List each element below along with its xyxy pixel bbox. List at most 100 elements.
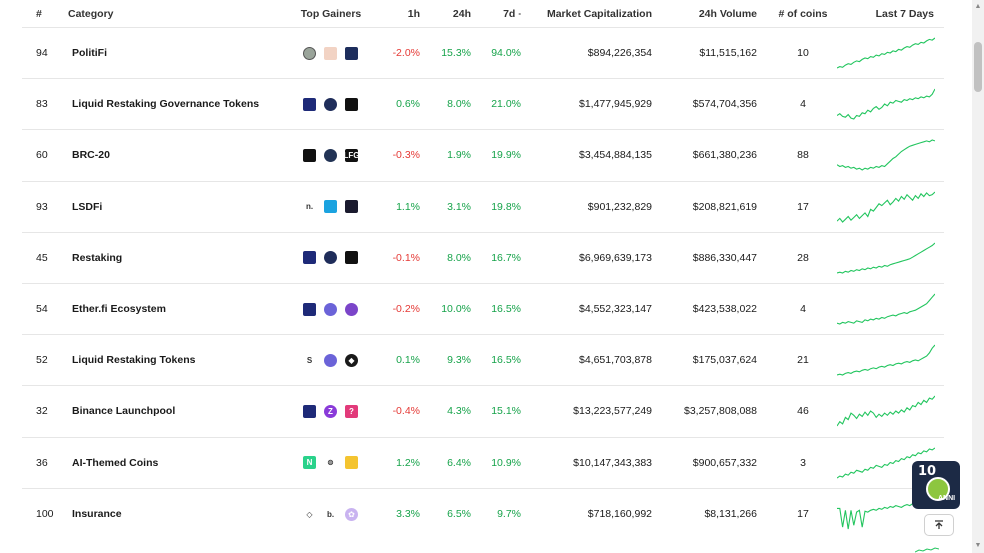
change-24h: 4.3%	[447, 405, 471, 418]
change-24h: 6.4%	[447, 456, 471, 469]
category-link[interactable]: PolitiFi	[72, 47, 107, 60]
diamond-green-coin-icon[interactable]: ◇	[306, 509, 313, 519]
top-gainers: ◇ b. ✿	[303, 489, 403, 540]
category-link[interactable]: Binance Launchpool	[72, 405, 176, 418]
change-24h: 10.0%	[441, 303, 471, 316]
market-cap: $894,226,354	[587, 47, 652, 60]
black-square-coin-icon[interactable]	[345, 251, 358, 265]
scroll-thumb[interactable]	[974, 42, 982, 92]
market-cap: $4,552,323,147	[579, 303, 652, 316]
sparkline-svg	[837, 344, 935, 376]
header-7d-label: 7d	[503, 7, 516, 20]
coin-count: 21	[797, 354, 809, 367]
sparkline-7d	[837, 28, 937, 78]
category-link[interactable]: Liquid Restaking Governance Tokens	[72, 98, 260, 111]
volume-24h: $3,257,808,088	[684, 405, 757, 418]
moon-coin-icon[interactable]	[303, 148, 316, 162]
top-gainers	[303, 284, 403, 334]
planet-coin-icon[interactable]	[324, 148, 337, 162]
row-rank: 54	[36, 303, 48, 316]
table-row[interactable]: 36 AI-Themed Coins N ⊜ 1.2% 6.4% 10.9% $1…	[22, 438, 944, 489]
portrait-coin-icon[interactable]	[303, 46, 316, 60]
scroll-to-top-button[interactable]	[924, 514, 954, 536]
category-link[interactable]: BRC-20	[72, 149, 110, 162]
row-rank: 45	[36, 251, 48, 264]
sparkline-line	[837, 37, 935, 69]
change-24h: 3.1%	[447, 200, 471, 213]
table-row[interactable]: 94 PolitiFi -2.0% 15.3% 94.0% $894,226,3…	[22, 28, 944, 80]
header-1h[interactable]: 1h	[407, 7, 420, 20]
category-link[interactable]: LSDFi	[72, 200, 103, 213]
flower-coin-icon[interactable]: ✿	[345, 507, 358, 521]
scroll-down-arrow-icon[interactable]: ▼	[974, 542, 982, 549]
table-row[interactable]: 93 LSDFi n. 1.1% 3.1% 19.8% $901,232,829…	[22, 182, 944, 233]
eagle-coin-icon[interactable]	[345, 46, 358, 60]
table-row[interactable]: 45 Restaking -0.1% 8.0% 16.7% $6,969,639…	[22, 233, 944, 284]
header-volume[interactable]: 24h Volume	[698, 7, 757, 20]
header-category[interactable]: Category	[68, 7, 114, 20]
e-circle-coin-icon[interactable]: ⊜	[327, 458, 334, 468]
header-coins[interactable]: # of coins	[778, 7, 828, 20]
volume-24h: $661,380,236	[692, 149, 757, 162]
cube-coin-icon[interactable]	[324, 200, 337, 214]
etherfi-coin-icon[interactable]	[324, 302, 337, 316]
table-row[interactable]: 83 Liquid Restaking Governance Tokens 0.…	[22, 79, 944, 131]
category-link[interactable]: Restaking	[72, 251, 123, 264]
coin-count: 17	[797, 508, 809, 521]
volume-24h: $900,657,332	[692, 456, 757, 469]
market-cap: $718,160,992	[587, 508, 652, 521]
header-7d[interactable]: 7d -	[475, 0, 521, 27]
lfg-coin-icon[interactable]: LFG	[345, 148, 358, 162]
dark-square-coin-icon[interactable]	[345, 200, 358, 214]
coin-count: 28	[797, 251, 809, 264]
black-square-coin-icon[interactable]	[345, 97, 358, 111]
sort-indicator-icon: -	[518, 9, 521, 18]
coin-count: 88	[797, 149, 809, 162]
market-cap: $13,223,577,249	[573, 405, 652, 418]
header-market-cap[interactable]: Market Capitalization	[546, 7, 652, 20]
sparkline-svg	[837, 139, 935, 172]
change-7d: 16.7%	[491, 251, 521, 264]
table-body: 94 PolitiFi -2.0% 15.3% 94.0% $894,226,3…	[22, 28, 944, 540]
header-24h[interactable]: 24h	[452, 7, 471, 20]
table-row[interactable]: 100 Insurance ◇ b. ✿ 3.3% 6.5% 9.7% $718,1…	[22, 489, 944, 540]
vertical-scrollbar[interactable]: ▲ ▼	[972, 0, 984, 553]
scroll-up-arrow-icon[interactable]: ▲	[974, 3, 982, 10]
shield-coin-icon[interactable]	[303, 251, 316, 265]
n-green-coin-icon[interactable]: N	[303, 456, 316, 470]
category-link[interactable]: Ether.fi Ecosystem	[72, 303, 166, 316]
etherfi-coin-icon[interactable]	[324, 353, 337, 367]
table-row[interactable]: 52 Liquid Restaking Tokens S ◆ 0.1% 9.3% …	[22, 335, 944, 387]
shield-coin-icon[interactable]	[303, 404, 316, 418]
table-row[interactable]: 60 BRC-20 LFG -0.3% 1.9% 19.9% $3,454,88…	[22, 130, 944, 182]
stripes-coin-icon[interactable]	[345, 456, 358, 470]
purple-coin-icon[interactable]	[345, 302, 358, 316]
market-cap: $4,651,703,878	[579, 354, 652, 367]
table-row[interactable]: 54 Ether.fi Ecosystem -0.2% 10.0% 16.5% …	[22, 284, 944, 336]
header-top-gainers: Top Gainers	[300, 7, 362, 20]
figure-coin-icon[interactable]	[324, 46, 337, 60]
category-link[interactable]: Liquid Restaking Tokens	[72, 354, 196, 367]
sparkline-7d	[837, 130, 937, 180]
s-glyph-coin-icon[interactable]: S	[306, 355, 313, 365]
eth-dark-coin-icon[interactable]: ◆	[345, 353, 358, 367]
change-24h: 6.5%	[447, 508, 471, 521]
pink-mark-coin-icon[interactable]: ?	[345, 404, 358, 418]
shield-coin-icon[interactable]	[303, 302, 316, 316]
anniversary-badge[interactable]: 10 ANNI	[912, 461, 960, 509]
eigen-coin-icon[interactable]	[324, 97, 337, 111]
eigen-coin-icon[interactable]	[324, 251, 337, 265]
market-cap: $10,147,343,383	[573, 456, 652, 469]
change-24h: 8.0%	[447, 251, 471, 264]
z-coin-icon[interactable]: Z	[324, 404, 337, 418]
header-rank[interactable]: #	[36, 7, 42, 20]
category-link[interactable]: Insurance	[72, 508, 122, 521]
b-dot-coin-icon[interactable]: b.	[326, 509, 335, 519]
table-row[interactable]: 32 Binance Launchpool Z? -0.4% 4.3% 15.1…	[22, 386, 944, 438]
shield-coin-icon[interactable]	[303, 97, 316, 111]
row-rank: 32	[36, 405, 48, 418]
n-dot-coin-icon[interactable]: n.	[305, 202, 314, 212]
volume-24h: $423,538,022	[692, 303, 757, 316]
change-7d: 94.0%	[491, 47, 521, 60]
category-link[interactable]: AI-Themed Coins	[72, 456, 159, 469]
